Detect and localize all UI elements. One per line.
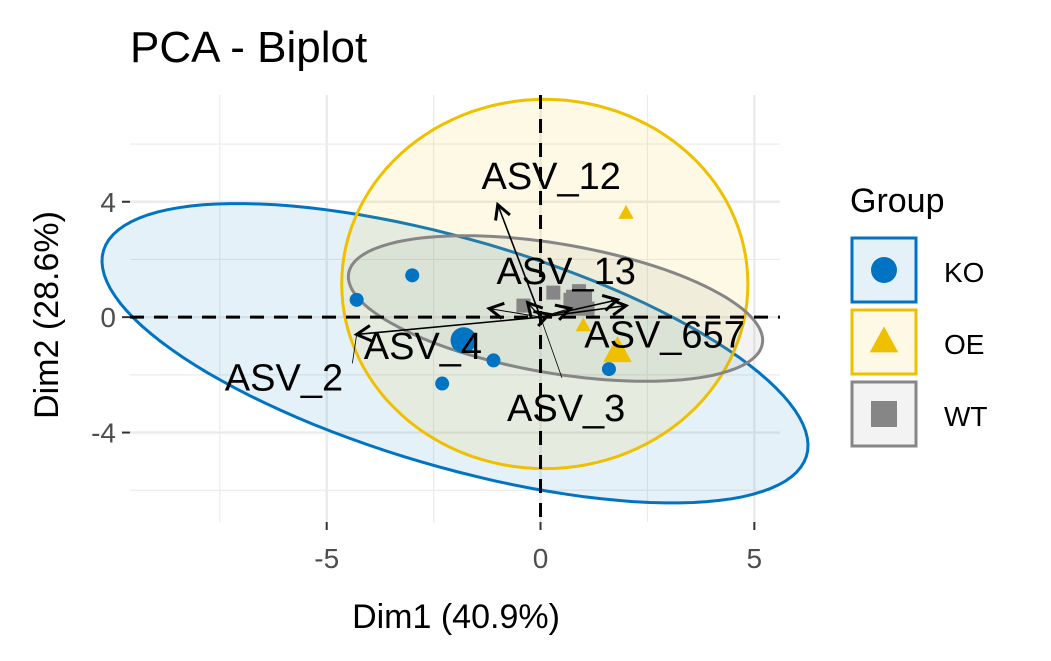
legend-label-ko: KO <box>944 257 984 288</box>
x-axis-title: Dim1 (40.9%) <box>352 598 560 636</box>
point-ko <box>486 353 501 368</box>
y-tick-label: -4 <box>91 418 116 449</box>
arrow-asv_12 <box>497 204 542 318</box>
arrow-asv_13 <box>540 299 618 318</box>
legend-key-wt <box>850 380 918 448</box>
point-ko <box>349 292 364 307</box>
variable-label-asv_2: ASV_2 <box>225 358 343 400</box>
reference-lines <box>130 95 780 522</box>
variable-labels: ASV_12 ASV_13 ASV_657 ASV_4 ASV_2 ASV_3 <box>225 156 745 430</box>
y-axis-title: Dim2 (28.6%) <box>28 211 66 419</box>
x-tick-label: -5 <box>314 543 339 574</box>
chart-title: PCA - Biplot <box>130 23 367 72</box>
legend-marker-oe <box>869 326 899 353</box>
ellipse-ko <box>100 202 810 505</box>
arrowhead-asv_2 <box>353 324 372 343</box>
arrowhead-asv_13 <box>601 293 621 312</box>
ellipse-oe <box>340 97 750 471</box>
group-mean-ko <box>450 327 477 354</box>
x-tick-label: 5 <box>747 543 763 574</box>
y-tick-label: 0 <box>100 302 116 333</box>
point-ko <box>435 376 450 391</box>
legend: Group KO OE WT <box>850 182 988 448</box>
variable-label-asv_12: ASV_12 <box>481 156 620 198</box>
arrowhead-variable <box>554 303 574 321</box>
legend-key-oe <box>850 308 918 376</box>
legend-marker-wt <box>871 401 897 427</box>
legend-title: Group <box>850 182 945 220</box>
point-wt <box>546 285 561 300</box>
legend-marker-ko <box>871 257 897 283</box>
arrow-asv_2 <box>356 316 541 336</box>
variable-label-asv_3: ASV_3 <box>507 388 625 430</box>
arrowhead-asv_4 <box>486 301 505 320</box>
legend-key-ko <box>850 236 918 304</box>
arrowhead-asv_12 <box>494 201 511 221</box>
point-oe <box>575 317 591 332</box>
arrowhead-variable <box>525 300 544 319</box>
arrow-asv_657 <box>540 304 627 318</box>
arrowhead-asv_657 <box>610 298 630 317</box>
legend-label-wt: WT <box>944 401 988 432</box>
axes: -5 0 5 -4 0 4 <box>91 187 762 574</box>
variable-label-asv_657: ASV_657 <box>584 314 745 356</box>
arrow-variable <box>540 308 571 318</box>
arrow-variable <box>527 302 541 318</box>
point-oe <box>618 204 634 219</box>
group-mean-oe <box>603 336 632 363</box>
y-tick-label: 4 <box>100 187 116 218</box>
point-ko <box>601 362 616 377</box>
variable-label-asv_13: ASV_13 <box>496 251 635 293</box>
variable-arrows <box>351 201 630 378</box>
point-ko <box>405 268 420 283</box>
variable-label-asv_4: ASV_4 <box>364 326 482 368</box>
x-tick-label: 0 <box>533 543 549 574</box>
legend-label-oe: OE <box>944 329 984 360</box>
label-connector <box>351 334 358 364</box>
label-connector <box>540 317 563 378</box>
